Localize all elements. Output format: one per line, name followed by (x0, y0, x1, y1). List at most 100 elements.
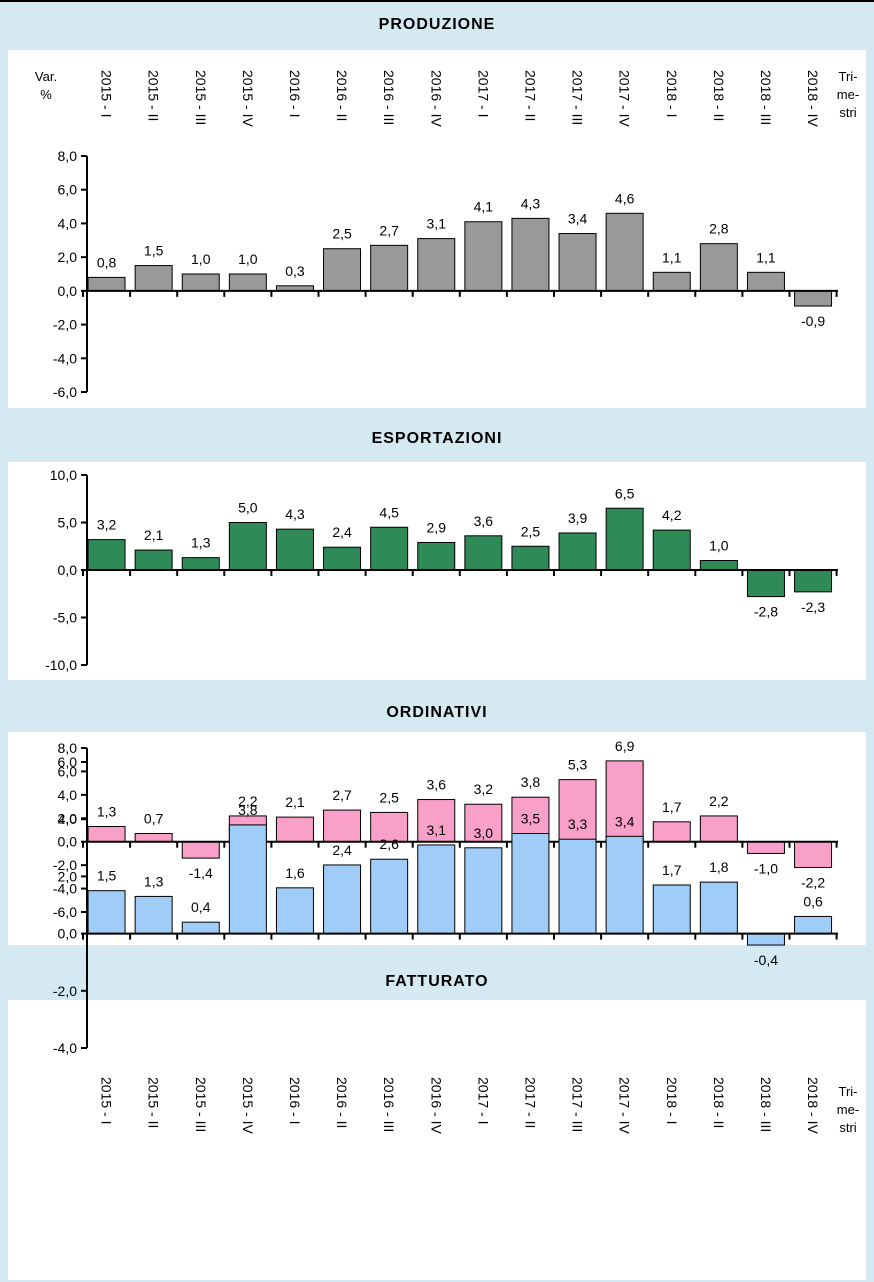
y-tick-label: 4,0 (58, 787, 78, 803)
chart-panel-1: PRODUZIONE 8,0 6,0 4,0 2,0 0,0 -2,0 -4,0 -6,0 0,8… (8, 16, 866, 408)
bar (746, 841, 785, 854)
bar (652, 821, 691, 843)
category-label: 2016 - I (287, 70, 303, 117)
data-label: 4,3 (285, 506, 305, 522)
bar (181, 557, 220, 571)
bar (228, 273, 267, 292)
y-tick-label: -4,0 (53, 1040, 77, 1056)
bar (511, 217, 550, 292)
data-label: 2,2 (709, 793, 729, 809)
data-label: -0,4 (754, 952, 778, 968)
y-tick-label: 10,0 (50, 467, 77, 483)
data-label: 4,5 (379, 504, 399, 520)
bar (323, 864, 362, 935)
bar (370, 811, 409, 843)
data-label: 5,3 (568, 757, 588, 773)
data-label: 1,0 (238, 251, 258, 267)
data-label: 3,1 (427, 822, 447, 838)
data-label: 2,4 (332, 524, 352, 540)
data-label: -2,2 (801, 874, 825, 890)
data-label: 5,0 (238, 500, 258, 516)
bar (275, 887, 314, 935)
data-label: 2,7 (379, 222, 399, 238)
category-label: 2018 - IV (805, 70, 821, 127)
bar (652, 271, 691, 292)
y-tick-label: -4,0 (53, 881, 77, 897)
data-label: 3,3 (568, 816, 588, 832)
x-unit-label: Tri- (838, 1084, 857, 1099)
bar (794, 841, 833, 868)
data-label: 6,9 (615, 738, 635, 754)
bar (558, 779, 597, 843)
y-tick-label: -5,0 (53, 610, 77, 626)
category-label: 2018 - IV (805, 1077, 821, 1134)
category-label: 2017 - IV (617, 1077, 633, 1134)
bar (746, 569, 785, 598)
data-label: 1,6 (285, 865, 305, 881)
category-label: 2017 - I (475, 1077, 491, 1124)
category-label: 2017 - II (522, 1077, 538, 1128)
data-label: 0,6 (803, 893, 823, 909)
top-border (0, 0, 874, 2)
bar (794, 290, 833, 307)
bar (323, 546, 362, 571)
category-label: 2015 - III (193, 1077, 209, 1132)
y-tick-label: -6,0 (53, 904, 77, 920)
plot-area (8, 50, 866, 408)
category-label: 2018 - III (758, 70, 774, 125)
y-tick-label: -2,0 (53, 983, 77, 999)
bar (275, 816, 314, 843)
category-label: 2018 - II (711, 70, 727, 121)
category-label: 2016 - III (381, 1077, 397, 1132)
bar (558, 532, 597, 571)
data-label: 1,1 (756, 249, 776, 265)
category-label: 2017 - III (570, 1077, 586, 1132)
data-label: 2,4 (332, 842, 352, 858)
category-label: 2015 - II (146, 1077, 162, 1128)
bar (417, 238, 456, 292)
data-label: 1,1 (662, 249, 682, 265)
x-unit-label: stri (839, 105, 856, 120)
bar (370, 858, 409, 935)
y-tick-label: -2,0 (53, 857, 77, 873)
bar (652, 884, 691, 935)
data-label: 2,5 (379, 789, 399, 805)
category-label: 2015 - IV (240, 1077, 256, 1134)
data-label: 3,1 (427, 216, 447, 232)
data-label: 1,8 (709, 859, 729, 875)
plot-area (8, 1000, 866, 1280)
data-label: 3,6 (427, 777, 447, 793)
data-label: 1,3 (191, 535, 211, 551)
category-label: 2015 - I (99, 70, 115, 117)
data-label: 3,4 (615, 813, 635, 829)
y-tick-label: 6,0 (58, 754, 78, 770)
y-tick-label: 2,0 (58, 868, 78, 884)
data-label: 2,2 (238, 793, 258, 809)
y-tick-label: 5,0 (58, 515, 78, 531)
bar (746, 933, 785, 946)
bar (464, 847, 503, 935)
y-tick-label: -2,0 (53, 317, 77, 333)
x-unit-label: me- (837, 1102, 859, 1117)
bar (464, 535, 503, 571)
y-tick-label: -4,0 (53, 350, 77, 366)
data-label: 0,8 (97, 254, 117, 270)
bar (746, 271, 785, 292)
y-unit-label: % (40, 87, 52, 102)
category-label: 2017 - III (570, 70, 586, 125)
y-tick-label: 0,0 (58, 926, 78, 942)
data-label: -0,9 (801, 313, 825, 329)
bar (652, 529, 691, 571)
data-label: 3,8 (238, 802, 258, 818)
category-label: 2015 - III (193, 70, 209, 125)
bar (275, 528, 314, 571)
category-label: 2016 - II (334, 1077, 350, 1128)
bar (464, 221, 503, 292)
bar (181, 921, 220, 935)
bar (134, 265, 173, 292)
chart-title: FATTURATO (385, 973, 488, 990)
bar (87, 276, 126, 292)
bar (370, 244, 409, 292)
data-label: 2,6 (379, 836, 399, 852)
data-label: 2,8 (709, 221, 729, 237)
